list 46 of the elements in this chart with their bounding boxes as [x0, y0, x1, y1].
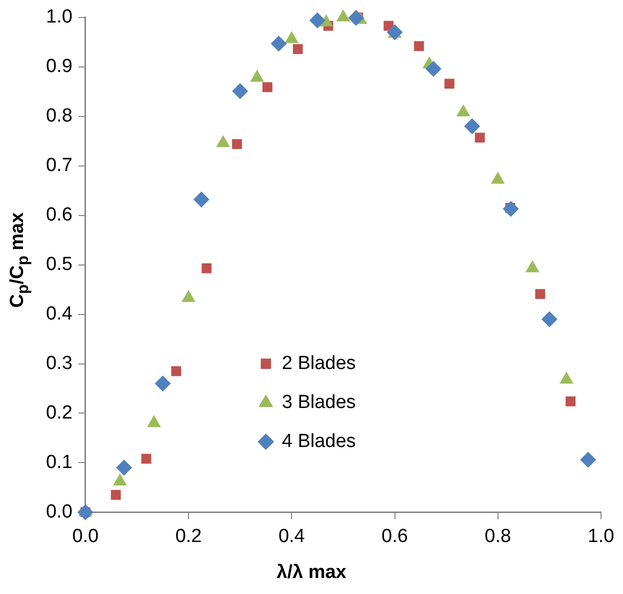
point [535, 289, 546, 299]
point [464, 118, 480, 134]
point [232, 139, 242, 150]
point [171, 366, 182, 376]
point [425, 60, 442, 77]
point [502, 200, 519, 217]
x-tick-label: 0.4 [278, 526, 306, 547]
point [154, 376, 171, 392]
point [116, 460, 132, 476]
point [110, 490, 121, 500]
point [292, 44, 303, 54]
point [77, 504, 94, 520]
point [193, 191, 210, 208]
legend-label: 4 Blades [282, 430, 356, 452]
x-tick-label: 0.8 [484, 526, 512, 547]
y-tick-label: 0.1 [46, 452, 72, 473]
point [566, 396, 576, 406]
point [348, 10, 364, 26]
point [541, 311, 558, 328]
y-tick-label: 0.0 [46, 501, 72, 522]
x-tick-label: 0.0 [72, 526, 99, 547]
legend-label: 3 Blades [282, 392, 356, 413]
x-axis-title: λ/λ max [276, 562, 348, 584]
x-tick-label: 0.6 [382, 526, 408, 547]
y-tick-label: 1.0 [46, 6, 72, 28]
y-tick-label: 0.9 [46, 56, 72, 78]
point [232, 83, 248, 100]
point [474, 132, 485, 143]
y-tick-label: 0.7 [46, 155, 72, 176]
point [414, 41, 424, 52]
y-tick-label: 0.3 [46, 352, 72, 374]
point [202, 263, 212, 274]
y-tick-label: 0.5 [46, 254, 72, 276]
y-tick-label: 0.2 [46, 402, 72, 424]
point [270, 36, 287, 52]
point [309, 12, 326, 28]
y-tick-label: 0.8 [46, 106, 72, 127]
y-tick-label: 0.6 [46, 204, 72, 226]
x-tick-label: 1.0 [588, 526, 614, 547]
point [262, 82, 272, 92]
point [580, 452, 596, 468]
y-tick-label: 0.4 [46, 304, 73, 325]
x-tick-label: 0.2 [175, 526, 202, 547]
point [141, 454, 152, 464]
legend-label: 2 Blades [282, 352, 356, 374]
point [444, 78, 454, 89]
